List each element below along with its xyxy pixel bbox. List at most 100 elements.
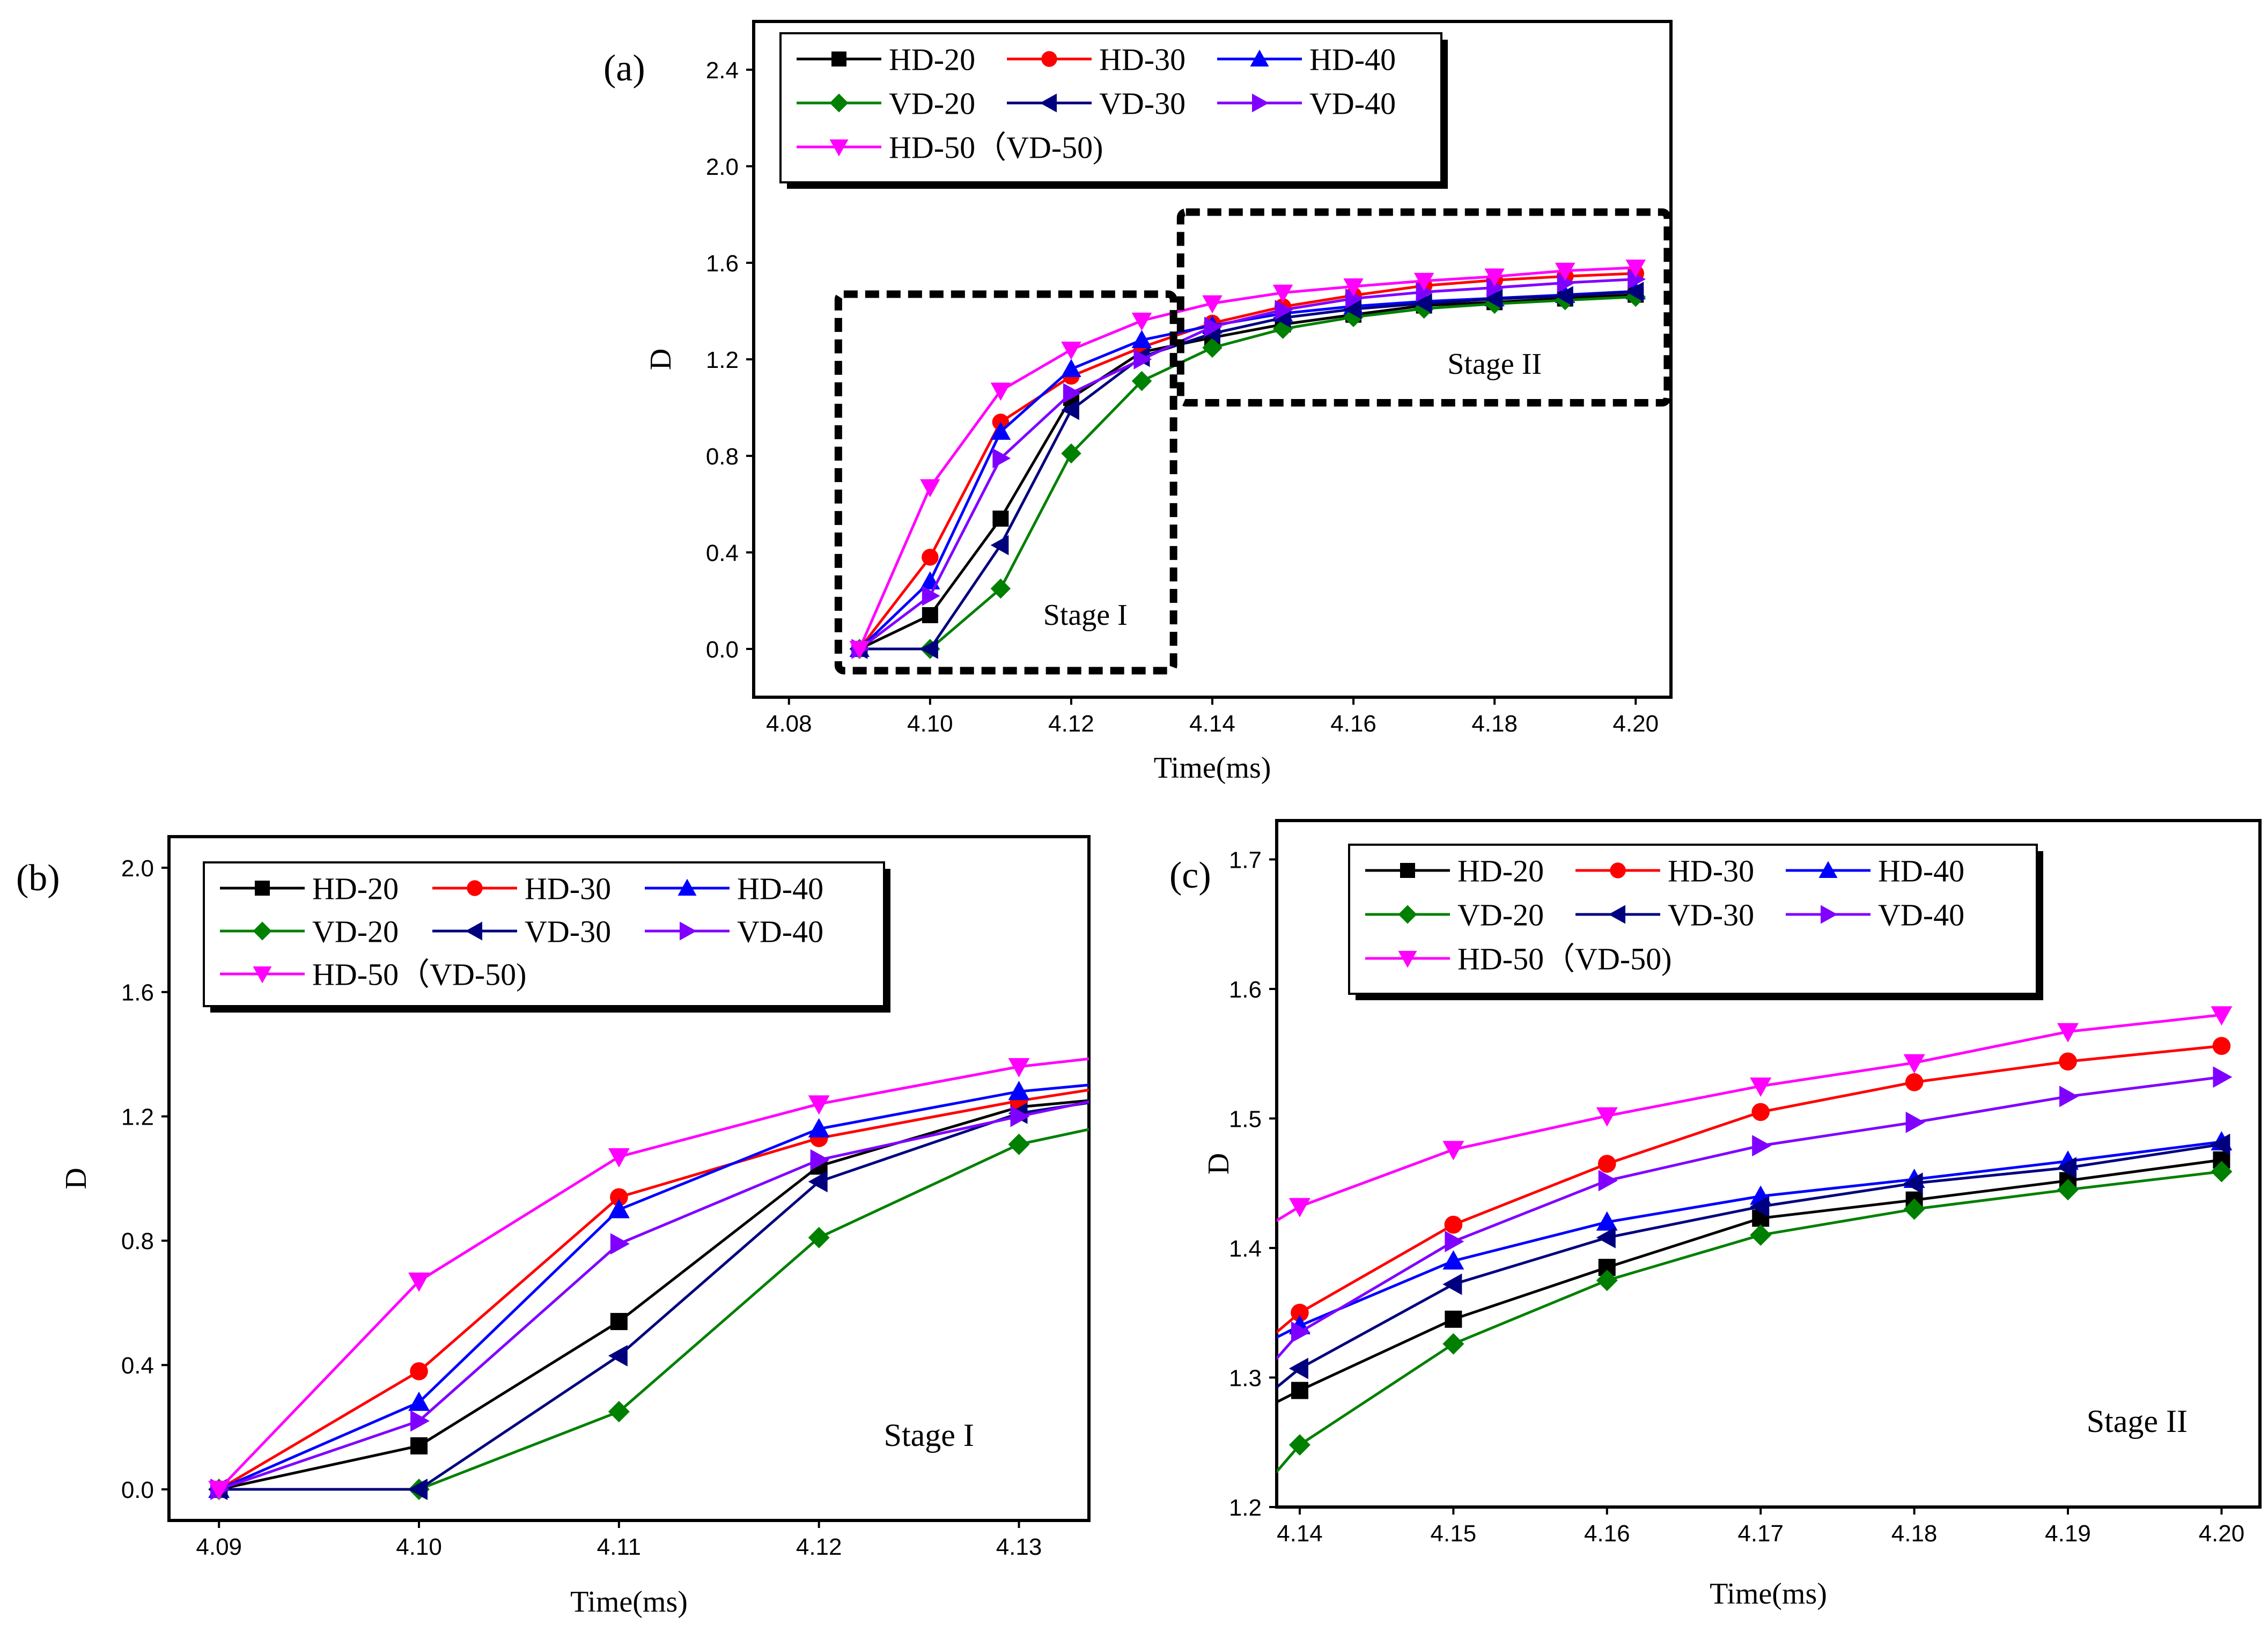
chart-panel-c: 4.14 4.15 4.16 4.17 4.18 4.19 4.20 1.2 1.3 1.4 1.5…: [1136, 819, 2262, 1611]
data-point-vd-40: [1275, 300, 1293, 320]
data-point-vd-30: [1288, 1357, 1308, 1379]
legend-marker-vd-40: [680, 921, 697, 941]
x-tick-label: 4.18: [1471, 711, 1518, 737]
y-tick-label: 1.6: [706, 250, 739, 277]
data-point-hd-40: [408, 1391, 430, 1411]
data-point-hd-50: [1442, 1141, 1464, 1161]
legend-marker-vd-30: [465, 921, 482, 941]
data-point-vd-20: [2211, 1161, 2233, 1183]
y-tick-label: 1.5: [1229, 1106, 1262, 1132]
data-point-hd-40: [1131, 330, 1152, 348]
x-tick-label: 4.10: [396, 1534, 442, 1560]
data-point-hd-50: [1208, 1036, 1229, 1055]
legend-marker-hd-20: [831, 51, 846, 67]
panel-label: (a): [603, 48, 645, 89]
legend-marker-vd-40: [1821, 905, 1838, 924]
legend-label-hd-40: HD-40: [1878, 853, 1964, 888]
data-point-vd-40: [1210, 1064, 1229, 1085]
data-point-vd-40: [2059, 1085, 2079, 1107]
series-line-hd-50: [1277, 1013, 2222, 1222]
legend-label-vd-30: VD-30: [1668, 897, 1754, 932]
data-point-vd-40: [810, 1149, 830, 1171]
x-tick-label: 4.18: [1891, 1520, 1938, 1547]
y-tick-label: 1.6: [1229, 977, 1262, 1003]
data-point-hd-40: [1208, 1062, 1229, 1081]
series-line-hd-30: [218, 1088, 1089, 1491]
data-point-hd-50: [1288, 1198, 1310, 1217]
legend-label-vd-30: VD-30: [1099, 86, 1185, 121]
legend-marker-vd-20: [1398, 905, 1417, 924]
series-line-hd-50: [218, 1057, 1089, 1490]
panel-label: (c): [1169, 855, 1211, 896]
series-group: [208, 1036, 1229, 1501]
data-point-hd-40: [1596, 1211, 1618, 1231]
data-point-hd-30: [1137, 1433, 1155, 1451]
y-tick-label: 1.3: [1229, 1365, 1262, 1391]
legend-marker-hd-20: [255, 881, 270, 896]
annotation-stage-i: Stage I: [884, 1417, 974, 1453]
data-point-vd-30: [1625, 282, 1644, 302]
x-tick-label: 4.19: [2045, 1520, 2091, 1547]
series-line-vd-40: [858, 278, 1636, 650]
plot-frame: [1275, 819, 2262, 1509]
legend-label-hd-30: HD-30: [525, 871, 611, 906]
y-axis-label: D: [1202, 1153, 1235, 1175]
y-tick-label: 1.2: [1229, 1495, 1262, 1521]
data-point-hd-50: [1008, 1058, 1030, 1077]
data-point-vd-20: [1596, 1269, 1618, 1291]
legend-marker-hd-30: [1610, 862, 1626, 878]
data-point-vd-30: [990, 535, 1009, 556]
legend-marker-hd-40: [1818, 861, 1838, 878]
data-point-vd-40: [1628, 269, 1646, 290]
data-point-hd-30: [1210, 1061, 1228, 1079]
legend-label-vd-20: VD-20: [312, 914, 399, 949]
data-point-vd-40: [1133, 349, 1152, 370]
data-point-vd-30: [1343, 299, 1362, 320]
legend-label-vd-40: VD-40: [1309, 86, 1396, 121]
x-axis-label: Time(ms): [570, 1585, 688, 1619]
data-point-vd-20: [1008, 1133, 1030, 1155]
data-point-hd-50: [1202, 295, 1223, 314]
annotation-stage-i: Stage I: [1043, 599, 1128, 632]
legend-marker-vd-20: [253, 921, 272, 941]
data-point-vd-40: [1010, 1105, 1030, 1127]
y-tick-label: 2.0: [121, 855, 154, 882]
data-point-hd-50: [208, 1481, 230, 1501]
chart-panel-a: 4.08 4.10 4.12 4.14 4.16 4.18 4.20 0.0 0.4 0.8 1.2…: [603, 20, 1673, 785]
data-point-hd-50: [1555, 262, 1575, 281]
x-tick-label: 4.20: [2199, 1520, 2245, 1547]
data-point-hd-50: [920, 479, 940, 498]
data-point-vd-20: [1061, 443, 1081, 464]
data-point-vd-30: [1555, 286, 1573, 306]
x-tick-label: 4.13: [996, 1534, 1042, 1560]
data-point-hd-30: [1905, 1073, 1924, 1091]
data-point-hd-50: [1061, 342, 1081, 360]
y-tick-label: 0.8: [706, 444, 739, 470]
series-line-hd-30: [1277, 1044, 2222, 1334]
data-point-vd-20: [1288, 1434, 1310, 1456]
data-point-vd-30: [1061, 400, 1079, 420]
data-point-vd-30: [920, 639, 938, 659]
data-point-vd-40: [1905, 1111, 1925, 1133]
legend-label-hd-50: HD-50（VD-50): [312, 957, 527, 992]
data-point-hd-50: [1750, 1077, 1772, 1097]
legend-marker-hd-30: [1041, 51, 1057, 67]
data-point-hd-50: [2057, 1023, 2079, 1043]
data-point-hd-40: [1136, 1393, 1157, 1412]
legend-marker-hd-40: [1250, 49, 1269, 67]
y-tick-label: 1.2: [706, 347, 739, 373]
x-tick-label: 4.14: [1277, 1520, 1323, 1547]
x-tick-label: 4.17: [1737, 1520, 1784, 1547]
x-tick-label: 4.08: [766, 711, 812, 737]
legend-label-hd-40: HD-40: [1309, 42, 1396, 77]
x-tick-label: 4.15: [1431, 1520, 1477, 1547]
annotation-stage-ii: Stage II: [2087, 1404, 2188, 1439]
series-line-hd-20: [859, 293, 1636, 651]
y-tick-label: 0.0: [706, 637, 739, 663]
legend-label-hd-50: HD-50（VD-50): [1457, 941, 1672, 976]
series-line-hd-50: [858, 266, 1636, 649]
data-point-hd-20: [1138, 1460, 1155, 1477]
series-group: [1136, 1006, 2233, 1477]
y-tick-label: 1.4: [1229, 1236, 1262, 1262]
data-point-vd-20: [1750, 1224, 1772, 1246]
